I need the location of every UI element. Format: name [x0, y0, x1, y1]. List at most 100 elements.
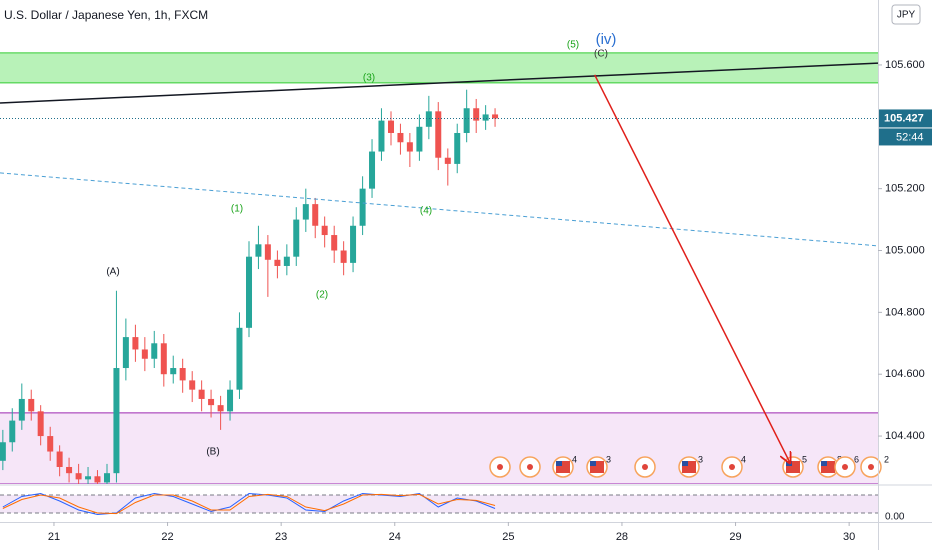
candle-body [9, 420, 16, 443]
candle-body [473, 108, 480, 121]
zones [0, 52, 878, 484]
event-count: 6 [854, 454, 859, 464]
last-price-box [879, 109, 932, 128]
annotations: (A) (B) (1) (2) (3) (4) (5) (C)(iv) [106, 31, 616, 458]
event-flag-canton [556, 461, 562, 466]
x-tick-label: 30 [843, 531, 855, 543]
wave-label: (3) [363, 73, 375, 84]
candle-body [340, 250, 347, 263]
event-dot [527, 464, 533, 470]
trend-line [0, 62, 878, 104]
event-dot [868, 464, 874, 470]
candle-body [331, 235, 338, 251]
x-tick-label: 21 [48, 531, 60, 543]
candle-body [359, 188, 366, 226]
last-price-label: 105.427 [884, 112, 924, 124]
candle-body [406, 142, 413, 152]
wave-label: (C) [594, 49, 608, 60]
candle-body [132, 337, 139, 350]
event-flag-canton [682, 461, 688, 466]
candle-body [85, 476, 92, 480]
y-tick-label: 105.000 [885, 244, 925, 256]
candle-body [28, 398, 35, 412]
candle-body [463, 108, 470, 133]
candle-body [37, 411, 44, 437]
candle-body [151, 343, 158, 359]
event-count: 4 [572, 454, 577, 464]
events: 43345862 [489, 454, 889, 478]
candle-body [104, 473, 111, 483]
oscillator-line [2, 493, 496, 515]
candle-body [350, 225, 357, 263]
candle-body [189, 380, 196, 390]
candle-body [482, 114, 489, 121]
axes: 105.600 105.200 105.000 104.800 104.600 104.4… [48, 59, 932, 543]
candle-body [274, 259, 281, 266]
x-tick-label: 29 [729, 531, 741, 543]
zone [0, 52, 878, 83]
candle-body [160, 343, 167, 375]
y-tick-label: 104.400 [885, 430, 925, 442]
event-count: 3 [698, 454, 703, 464]
y-tick-label: 104.600 [885, 368, 925, 380]
candle-body [75, 473, 82, 480]
wave-label: (2) [316, 290, 328, 301]
zone [0, 412, 878, 484]
y-tick-label: 104.800 [885, 306, 925, 318]
oscillator [0, 492, 878, 516]
candle-body [302, 204, 309, 220]
currency-box [891, 4, 921, 25]
y-tick-label: 105.600 [885, 59, 925, 71]
candle-body [425, 111, 432, 127]
event-dot [497, 464, 503, 470]
candle-body [435, 111, 442, 158]
candle-body [170, 368, 177, 375]
event-dot [842, 464, 848, 470]
candle-body [369, 151, 376, 189]
countdown-box [879, 128, 932, 146]
currency: JPY [897, 10, 916, 21]
candle-body [283, 256, 290, 266]
wave-label: (B) [206, 447, 219, 458]
candle-body [492, 114, 499, 119]
candle-body [236, 327, 243, 390]
wave-label: (1) [231, 204, 243, 215]
wave-label: (5) [567, 40, 579, 51]
candle-body [264, 244, 271, 260]
trend-line [594, 74, 790, 463]
candle-body [227, 389, 234, 412]
event-dot [729, 464, 735, 470]
candle-body [94, 476, 101, 483]
x-tick-label: 28 [616, 531, 628, 543]
candle-body [388, 120, 395, 133]
candle-body [208, 398, 215, 406]
wave-label: (iv) [596, 31, 617, 48]
event-count: 5 [802, 454, 807, 464]
oscillator-tick-label: 0.00 [885, 512, 905, 523]
candle-body [113, 368, 120, 474]
candle-body [293, 219, 300, 257]
candle-body [416, 126, 423, 152]
x-tick-label: 22 [161, 531, 173, 543]
event-dot [642, 464, 648, 470]
candle-body [321, 225, 328, 236]
candle-body [66, 466, 73, 474]
candle-body [444, 157, 451, 164]
event-flag-canton [590, 461, 596, 466]
candles [0, 89, 499, 484]
candle-body [179, 368, 186, 381]
candle-body [378, 120, 385, 152]
countdown: 52:44 [896, 131, 924, 143]
candle-body [397, 132, 404, 143]
candle-body [255, 244, 262, 257]
x-tick-label: 23 [275, 531, 287, 543]
candle-body [198, 389, 205, 399]
event-count: 4 [741, 454, 746, 464]
candle-body [56, 451, 63, 467]
candle-body [312, 204, 319, 226]
x-tick-label: 25 [502, 531, 514, 543]
event-count: 2 [884, 454, 889, 464]
candle-body [0, 442, 6, 461]
candle-body [141, 349, 148, 359]
